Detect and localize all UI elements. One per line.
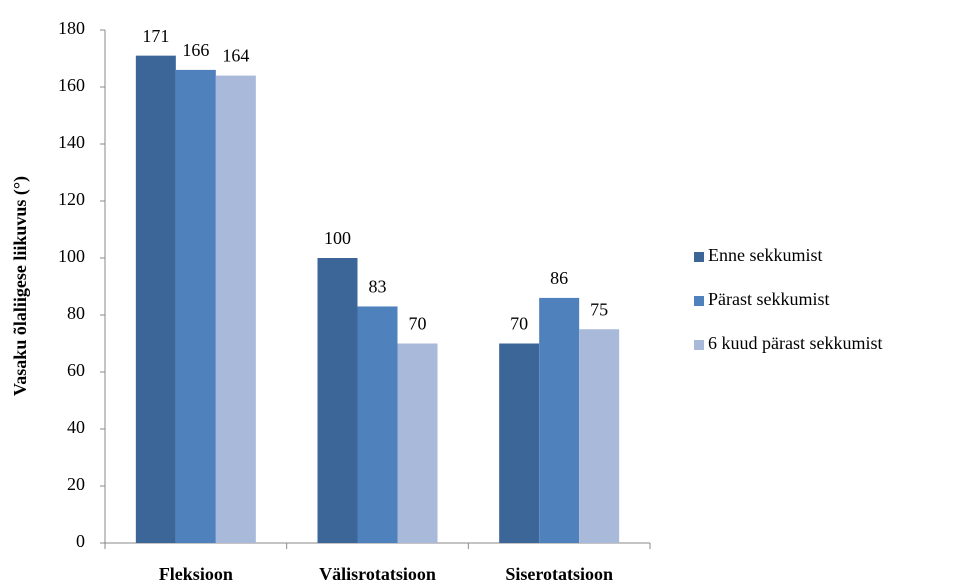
y-tick-label: 120 — [58, 189, 85, 209]
legend-swatch — [694, 296, 704, 306]
y-tick-label: 0 — [76, 531, 85, 551]
legend-swatch — [694, 340, 704, 350]
bar — [135, 55, 176, 544]
data-label: 75 — [590, 299, 608, 319]
bar — [499, 343, 540, 543]
data-label: 166 — [182, 40, 209, 60]
y-tick-label: 80 — [67, 303, 85, 323]
y-tick-label: 60 — [67, 360, 85, 380]
data-label: 171 — [142, 26, 169, 46]
data-label: 70 — [510, 314, 528, 334]
bar — [357, 306, 398, 543]
legend-label: Pärast sekkumist — [708, 289, 830, 309]
bar — [579, 329, 620, 543]
legend-label: Enne sekkumist — [708, 245, 823, 265]
legend-swatch — [694, 252, 704, 262]
bar — [539, 297, 580, 543]
y-tick-label: 140 — [58, 132, 85, 152]
bar — [317, 258, 358, 543]
y-axis-label: Vasaku õlaliigese liikuvus (°) — [10, 176, 31, 396]
bar — [215, 75, 256, 543]
y-tick-label: 20 — [67, 474, 85, 494]
data-label: 86 — [550, 268, 568, 288]
bar — [397, 343, 438, 543]
data-label: 83 — [369, 277, 387, 297]
data-label: 100 — [324, 228, 351, 248]
y-tick-label: 40 — [67, 417, 85, 437]
y-tick-label: 100 — [58, 246, 85, 266]
y-tick-label: 180 — [58, 18, 85, 38]
y-tick-label: 160 — [58, 75, 85, 95]
x-tick-label: Fleksioon — [159, 564, 233, 584]
x-tick-label: Siserotatsioon — [505, 564, 613, 584]
legend-label: 6 kuud pärast sekkumist — [708, 333, 882, 353]
data-label: 70 — [409, 314, 427, 334]
bar — [175, 69, 216, 544]
x-tick-label: Välisrotatsioon — [319, 564, 436, 584]
data-label: 164 — [222, 46, 249, 66]
